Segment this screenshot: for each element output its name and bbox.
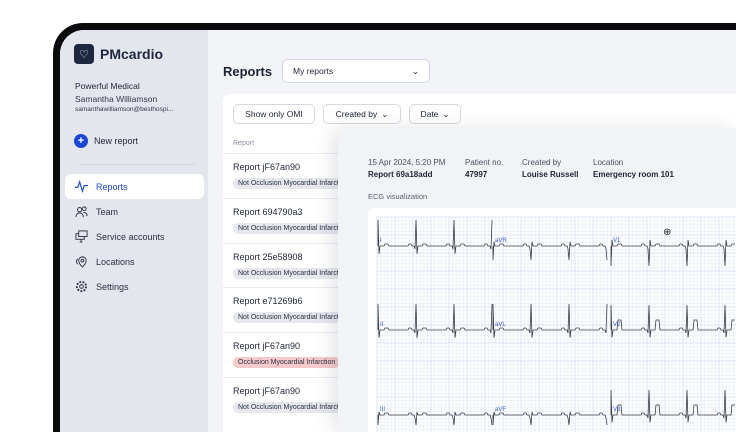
report-title: Report 694790a3: [233, 206, 303, 217]
sidebar-item-label: Service accounts: [96, 231, 165, 242]
ecg-trace-ii: [377, 303, 493, 338]
logo-icon: ♡: [74, 44, 94, 64]
meta-location: Location Emergency room 101: [593, 158, 674, 179]
report-id: Report 69a18add: [368, 170, 433, 179]
org-name: Powerful Medical: [75, 81, 140, 91]
heartbeat-icon: [75, 180, 88, 193]
diagnosis-badge: Not Occlusion Myocardial Infarction: [233, 178, 354, 189]
report-date: 15 Apr 2024, 5:20 PM: [368, 158, 446, 167]
lead-label: aVR: [495, 238, 507, 244]
list-item[interactable]: Report 25e58908 Not Occlusion Myocardial …: [223, 242, 373, 288]
list-item[interactable]: Report jF67an90 Occlusion Myocardial Infa…: [223, 332, 373, 377]
sidebar-item-reports[interactable]: Reports: [65, 174, 204, 199]
page-title: Reports: [223, 64, 273, 79]
monitor-icon: [75, 230, 88, 243]
gear-icon: [75, 280, 88, 293]
ecg-trace-iii: [377, 411, 493, 426]
location-label: Location: [593, 158, 624, 167]
location-value: Emergency room 101: [593, 170, 674, 179]
meta-report: 15 Apr 2024, 5:20 PM Report 69a18add: [368, 158, 445, 179]
lead-label: aVL: [495, 322, 506, 328]
patient-label: Patient no.: [465, 158, 504, 167]
app-screen: ♡ PMcardio Powerful Medical Samantha Will…: [60, 30, 736, 432]
report-detail-card: 15 Apr 2024, 5:20 PM Report 69a18add Pati…: [338, 128, 736, 432]
chevron-down-icon: ⌄: [442, 108, 450, 119]
new-report-label: New report: [94, 136, 139, 146]
report-title: Report jF67an90: [233, 385, 301, 396]
list-item[interactable]: Report jF67an90 Not Occlusion Myocardial …: [223, 376, 373, 422]
ecg-trace-v2: [610, 304, 735, 338]
logo: ♡ PMcardio: [74, 44, 163, 64]
created-by-filter[interactable]: Created by ⌄: [323, 104, 401, 124]
dropdown-value: My reports: [293, 66, 334, 76]
sidebar-item-service-accounts[interactable]: Service accounts: [65, 224, 204, 249]
ecg-trace-avf: [492, 411, 608, 426]
team-icon: [75, 206, 88, 218]
ecg-trace-v1: [610, 239, 735, 267]
created-by-label: Created by: [522, 158, 562, 167]
column-header-report: Report: [233, 140, 255, 147]
report-title: Report 25e58908: [233, 251, 303, 262]
lead-label: V3: [613, 407, 621, 413]
diagnosis-badge: Not Occlusion Myocardial Infarction: [233, 267, 354, 279]
report-title: Report jF67an90: [233, 341, 301, 352]
list-item[interactable]: Report jF67an90 Not Occlusion Myocardial …: [223, 153, 373, 198]
zoom-in-icon[interactable]: ⊕: [663, 227, 671, 238]
lead-label: III: [380, 407, 385, 413]
meta-patient: Patient no. 47997: [465, 158, 503, 179]
brand-name: PMcardio: [100, 46, 164, 62]
reports-list: Report jF67an90 Not Occlusion Myocardial …: [223, 153, 373, 422]
lead-label: aVF: [495, 407, 506, 413]
sidebar-item-label: Team: [96, 206, 119, 217]
created-by-value: Louise Russell: [522, 170, 579, 179]
lead-label: V2: [613, 322, 621, 328]
sidebar-item-label: Reports: [96, 181, 128, 192]
diagnosis-badge: Not Occlusion Myocardial Infarction: [233, 401, 354, 413]
divider: [79, 164, 194, 165]
sidebar-item-settings[interactable]: Settings: [65, 274, 204, 299]
list-item[interactable]: Report e71269b6 Not Occlusion Myocardial …: [223, 287, 373, 332]
sidebar-item-label: Locations: [96, 256, 135, 267]
new-report-button[interactable]: + New report: [74, 134, 138, 148]
ecg-trace-i: [377, 219, 493, 254]
diagnosis-badge: Not Occlusion Myocardial Infarction: [233, 222, 354, 234]
lead-label: II: [380, 322, 384, 328]
chevron-down-icon: ⌄: [411, 65, 419, 76]
reports-scope-dropdown[interactable]: My reports ⌄: [282, 59, 430, 83]
sidebar-item-label: Settings: [96, 281, 129, 292]
diagnosis-badge: Occlusion Myocardial Infarction: [233, 357, 341, 369]
diagnosis-badge: Not Occlusion Myocardial Infarction: [233, 312, 354, 324]
ecg-trace-avr: [492, 241, 608, 261]
ecg-label: ECG visualization: [368, 192, 428, 201]
button-label: Date: [420, 109, 439, 119]
lead-label: I: [380, 238, 382, 244]
sidebar-item-locations[interactable]: Locations: [65, 249, 204, 274]
user-email: samanthawilliamson@besthospi...: [75, 106, 174, 113]
chevron-down-icon: ⌄: [381, 108, 389, 119]
meta-created-by: Created by Louise Russell: [522, 158, 578, 179]
user-name: Samantha Williamson: [75, 94, 158, 104]
button-label: Created by: [335, 109, 378, 119]
button-label: Show only OMI: [245, 109, 303, 119]
ecg-trace-avl: [492, 303, 608, 338]
patient-number: 47997: [465, 170, 488, 179]
date-filter[interactable]: Date ⌄: [409, 104, 461, 124]
lead-label: V1: [613, 238, 621, 244]
report-title: Report jF67an90: [233, 162, 301, 172]
list-item[interactable]: Report 694790a3 Not Occlusion Myocardial …: [223, 197, 373, 243]
ecg-trace-v3: [610, 389, 735, 423]
show-only-omi-button[interactable]: Show only OMI: [233, 104, 315, 124]
sidebar-item-team[interactable]: Team: [65, 199, 204, 224]
report-title: Report e71269b6: [233, 296, 303, 307]
sidebar: ♡ PMcardio Powerful Medical Samantha Will…: [60, 30, 208, 432]
sidebar-nav: Reports Team Service accounts Locations …: [65, 174, 204, 299]
location-icon: [76, 256, 87, 268]
plus-icon: +: [74, 134, 88, 148]
